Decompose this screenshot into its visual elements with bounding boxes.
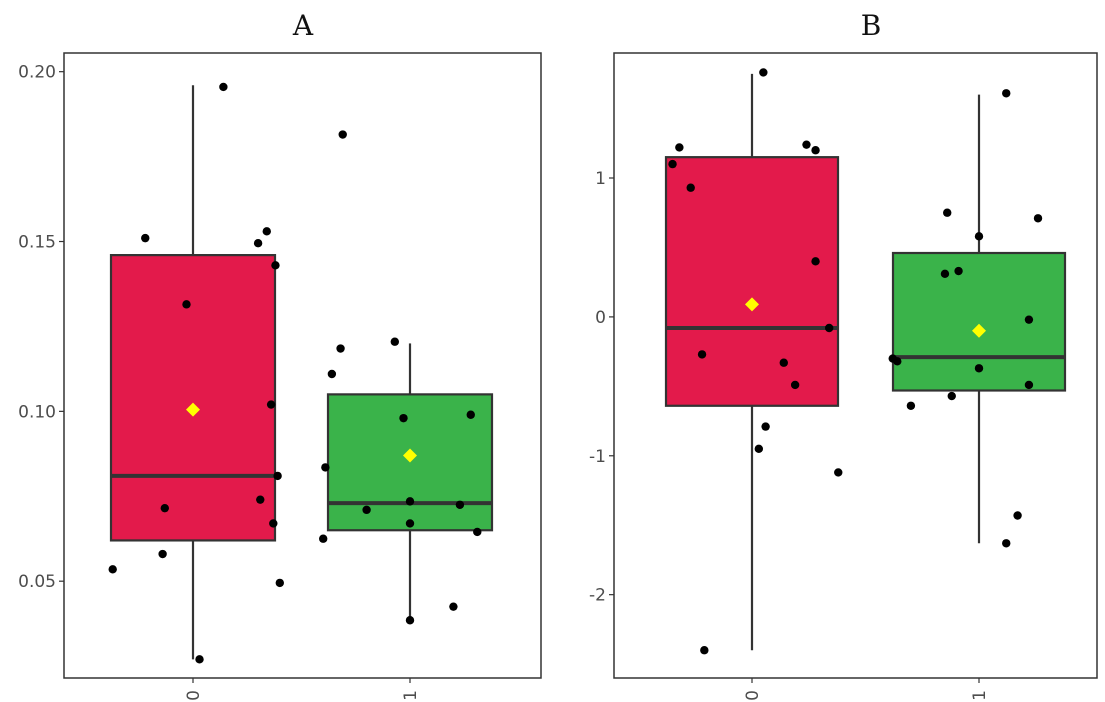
data-point — [1024, 315, 1034, 324]
x-tick-label: 1 — [401, 690, 421, 701]
data-point — [399, 413, 408, 423]
data-point — [271, 261, 280, 270]
panel-b: B -2 -1 0 1 0 1 — [589, 9, 1098, 701]
data-point — [697, 350, 707, 359]
y-tick-label: 0.20 — [18, 63, 56, 83]
data-point — [266, 400, 276, 409]
data-point — [405, 616, 415, 625]
y-tick-label: 0.15 — [18, 233, 56, 253]
data-point — [390, 337, 400, 346]
box-0 — [109, 254, 277, 542]
data-point — [362, 505, 371, 515]
data-point — [405, 497, 415, 506]
data-point — [893, 357, 902, 366]
data-point — [466, 410, 475, 419]
data-point — [943, 208, 952, 217]
data-point — [108, 565, 117, 574]
data-point — [219, 82, 228, 92]
data-point — [974, 364, 984, 373]
data-point — [974, 232, 984, 241]
data-point — [1002, 89, 1011, 98]
panel-title: B — [861, 9, 882, 42]
data-point — [700, 646, 709, 655]
data-point — [1024, 380, 1034, 390]
data-point — [336, 344, 345, 353]
data-point — [182, 300, 191, 309]
y-tick-label: 0.10 — [18, 402, 56, 422]
y-tick-label: 0 — [595, 308, 606, 328]
data-point — [321, 463, 330, 472]
y-tick-label: 1 — [595, 169, 606, 189]
data-point — [319, 534, 328, 543]
mean-marker — [745, 297, 759, 312]
x-tick-label: 1 — [970, 690, 990, 701]
data-point — [275, 578, 284, 588]
data-point — [759, 68, 768, 77]
y-tick-label: 0.05 — [18, 572, 56, 592]
data-point — [940, 269, 950, 279]
data-point — [802, 140, 811, 149]
panel-border — [63, 52, 542, 679]
data-point — [195, 655, 204, 664]
data-point — [253, 239, 263, 248]
data-point — [141, 233, 150, 243]
data-point — [158, 549, 167, 559]
data-point — [256, 495, 265, 504]
data-point — [686, 183, 695, 192]
x-tick-label: 0 — [184, 690, 204, 701]
data-point — [1033, 214, 1043, 223]
data-point — [262, 227, 271, 236]
data-point — [338, 130, 347, 139]
x-tick-label: 0 — [743, 690, 763, 701]
data-point — [1002, 539, 1011, 548]
data-point — [668, 159, 677, 169]
data-point — [906, 401, 916, 410]
mean-marker — [403, 448, 417, 463]
data-point — [779, 358, 788, 367]
data-point — [160, 503, 169, 513]
data-point — [273, 471, 282, 481]
data-point — [811, 257, 820, 266]
data-point — [269, 519, 278, 528]
data-point — [790, 380, 800, 390]
panel-border — [613, 52, 1098, 679]
mean-marker — [186, 402, 200, 417]
data-point — [449, 602, 458, 611]
mean-marker — [972, 323, 986, 338]
data-point — [834, 468, 843, 477]
data-point — [824, 323, 834, 333]
y-tick-label: -1 — [589, 447, 606, 467]
data-point — [947, 391, 956, 401]
data-point — [754, 444, 764, 454]
box-0 — [664, 156, 840, 407]
panel-a: A 0.05 0.10 0.15 0.20 0 1 — [18, 9, 542, 701]
y-tick-label: -2 — [589, 586, 606, 606]
data-point — [761, 422, 770, 431]
data-point — [1013, 511, 1022, 520]
data-point — [954, 266, 963, 276]
data-point — [675, 143, 684, 152]
data-point — [473, 527, 482, 537]
data-point — [405, 519, 415, 528]
data-point — [455, 500, 465, 509]
data-point — [327, 369, 337, 379]
data-point — [811, 146, 820, 155]
panel-title: A — [292, 9, 314, 42]
